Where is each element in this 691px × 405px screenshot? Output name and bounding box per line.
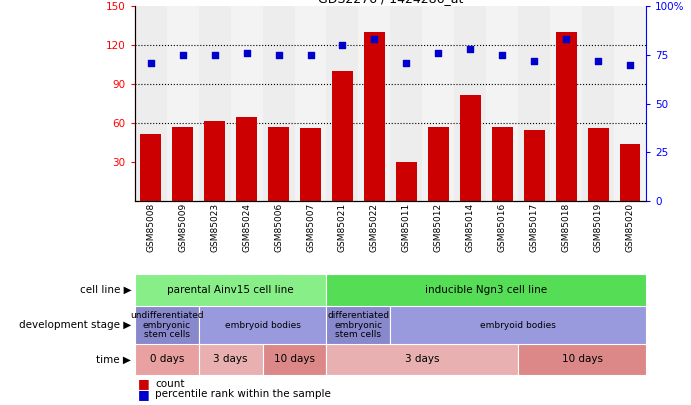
Bar [199,344,263,375]
Text: percentile rank within the sample: percentile rank within the sample [155,389,332,399]
Text: ■: ■ [138,388,150,401]
Text: inducible Ngn3 cell line: inducible Ngn3 cell line [425,285,547,295]
Bar [300,128,321,201]
Bar [390,6,422,201]
Bar [524,130,545,201]
Text: cell line ▶: cell line ▶ [79,285,131,295]
Point [529,58,540,64]
Point [369,36,380,43]
Point [497,52,508,58]
Text: ■: ■ [138,377,150,390]
Point [433,50,444,56]
Bar [172,127,193,201]
Bar [236,117,257,201]
Point [401,60,412,66]
Bar [263,6,294,201]
Bar [428,127,448,201]
Bar [326,306,390,344]
Bar [614,6,646,201]
Bar [268,127,289,201]
Point [177,52,188,58]
Text: embryoid bodies: embryoid bodies [480,320,556,330]
Text: embryoid bodies: embryoid bodies [225,320,301,330]
Text: 3 days: 3 days [405,354,439,364]
Text: development stage ▶: development stage ▶ [19,320,131,330]
Bar [135,344,199,375]
Bar [198,6,231,201]
Bar [486,6,518,201]
Point [593,58,604,64]
Text: undifferentiated
embryonic
stem cells: undifferentiated embryonic stem cells [130,311,204,339]
Bar [231,6,263,201]
Bar [135,6,167,201]
Bar [294,6,326,201]
Bar [167,6,198,201]
Point [209,52,220,58]
Bar [396,162,417,201]
Bar [518,344,646,375]
Bar [140,134,161,201]
Bar [326,344,518,375]
Point [273,52,284,58]
Bar [205,121,225,201]
Bar [199,306,327,344]
Bar [455,6,486,201]
Bar [390,306,646,344]
Bar [332,71,353,201]
Title: GDS2276 / 1424286_at: GDS2276 / 1424286_at [318,0,463,5]
Bar [556,32,576,201]
Text: 0 days: 0 days [149,354,184,364]
Text: 10 days: 10 days [274,354,315,364]
Bar [422,6,455,201]
Bar [326,274,646,306]
Bar [620,144,641,201]
Text: count: count [155,379,185,389]
Bar [364,32,385,201]
Bar [588,128,609,201]
Point [465,46,476,52]
Text: differentiated
embryonic
stem cells: differentiated embryonic stem cells [328,311,390,339]
Point [305,52,316,58]
Bar [550,6,582,201]
Bar [460,95,481,201]
Bar [582,6,614,201]
Text: 3 days: 3 days [214,354,248,364]
Bar [359,6,390,201]
Text: parental Ainv15 cell line: parental Ainv15 cell line [167,285,294,295]
Bar [263,344,327,375]
Bar [492,127,513,201]
Point [145,60,156,66]
Point [337,42,348,48]
Text: time ▶: time ▶ [97,354,131,364]
Bar [518,6,550,201]
Text: 10 days: 10 days [562,354,603,364]
Bar [135,306,199,344]
Point [241,50,252,56]
Bar [135,274,326,306]
Point [560,36,571,43]
Bar [326,6,359,201]
Point [625,62,636,68]
